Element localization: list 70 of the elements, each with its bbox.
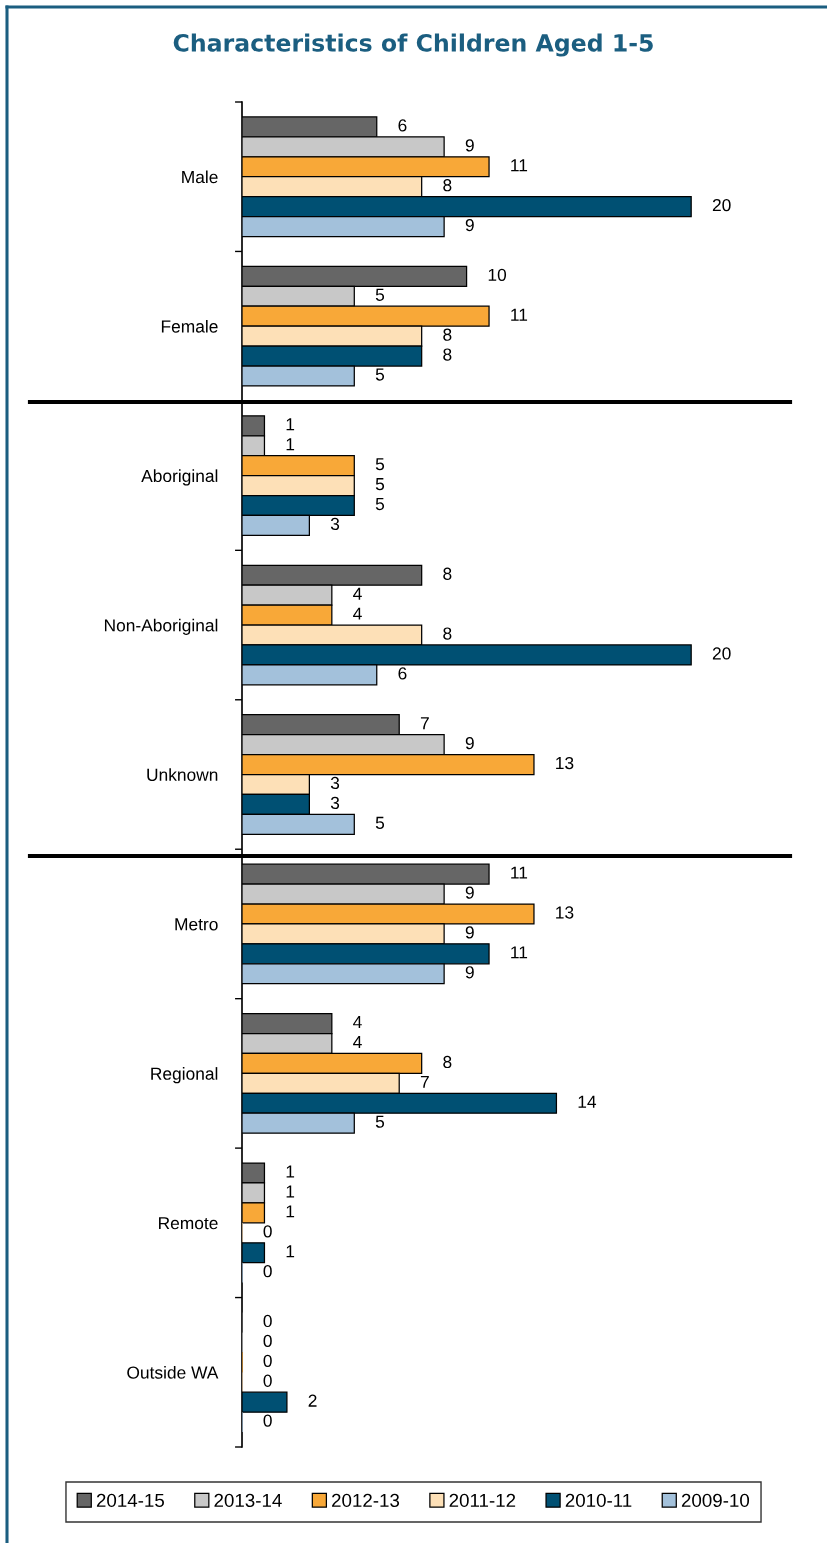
data-label: 7 [420, 717, 429, 730]
y-tick-label: Outside WA [127, 1365, 219, 1379]
legend-label: 2009-10 [681, 1493, 750, 1508]
data-label: 10 [488, 268, 507, 282]
data-label: 11 [511, 946, 528, 959]
chart-title: Characteristics of Children Aged 1-5 [173, 33, 653, 57]
y-tick-label: Metro [175, 918, 218, 931]
data-label: 1 [286, 418, 295, 431]
data-label: 8 [443, 348, 452, 361]
data-label: 0 [263, 1265, 272, 1278]
data-label: 1 [286, 1245, 295, 1258]
data-label: 4 [353, 587, 362, 600]
data-label: 4 [353, 607, 362, 620]
data-label: 9 [465, 218, 474, 232]
data-label: 14 [578, 1095, 597, 1108]
legend-label: 2011-12 [449, 1493, 516, 1508]
data-label: 8 [443, 1055, 452, 1069]
data-label: 5 [375, 1115, 385, 1128]
data-label: 6 [398, 667, 407, 680]
y-tick-label: Unknown [147, 768, 218, 781]
data-label: 3 [330, 517, 340, 531]
y-tick-label: Non-Aboriginal [104, 618, 218, 635]
data-label: 5 [375, 478, 385, 491]
data-label: 0 [263, 1374, 272, 1387]
data-label: 1 [286, 1185, 295, 1198]
data-label: 2 [308, 1394, 317, 1407]
y-tick-label: Remote [159, 1217, 218, 1230]
data-label: 5 [375, 816, 385, 829]
legend-label: 2013-14 [214, 1493, 282, 1508]
data-label: 5 [375, 458, 385, 471]
y-tick-label: Male [182, 170, 218, 184]
data-label: 4 [353, 1036, 362, 1048]
data-label: 4 [353, 1016, 362, 1029]
data-label: 0 [263, 1225, 272, 1238]
data-label: 1 [286, 1165, 295, 1178]
data-label: 5 [375, 368, 385, 381]
data-label: 5 [375, 498, 385, 511]
data-label: 1 [286, 1205, 295, 1218]
data-label: 0 [263, 1414, 272, 1427]
data-label: 6 [398, 119, 407, 132]
data-label: 9 [465, 926, 474, 939]
legend-label: 2010-11 [565, 1493, 632, 1508]
data-label: 0 [263, 1354, 272, 1367]
y-tick-label: Female [161, 319, 218, 333]
y-tick-label: Aboriginal [141, 469, 218, 486]
data-label: 13 [556, 756, 574, 770]
data-label: 3 [330, 796, 340, 810]
data-label: 9 [465, 736, 474, 750]
data-label: 8 [443, 567, 452, 580]
data-label: 3 [330, 776, 340, 790]
y-tick-label: Regional [151, 1067, 218, 1084]
data-label: 9 [465, 886, 474, 899]
data-label: 9 [465, 966, 474, 979]
data-label: 7 [420, 1075, 429, 1088]
data-label: 1 [286, 438, 295, 451]
data-label: 5 [375, 288, 385, 301]
data-label: 0 [263, 1334, 272, 1348]
data-label: 8 [443, 179, 452, 192]
data-label: 0 [263, 1314, 272, 1328]
data-label: 13 [556, 906, 574, 919]
legend-label: 2014-15 [96, 1493, 164, 1508]
data-label: 9 [465, 139, 474, 152]
data-label: 8 [443, 627, 452, 640]
data-label: 11 [511, 159, 528, 172]
data-label: 8 [443, 328, 452, 341]
legend-label: 2012-13 [332, 1493, 400, 1508]
data-label: 11 [511, 308, 528, 321]
data-label: 11 [511, 866, 528, 879]
data-label: 20 [712, 647, 731, 660]
data-label: 20 [712, 198, 731, 212]
